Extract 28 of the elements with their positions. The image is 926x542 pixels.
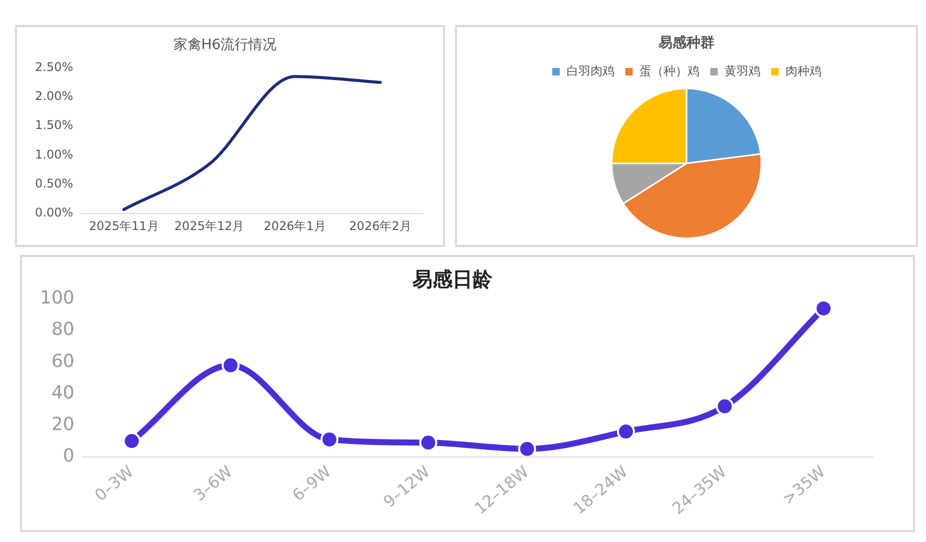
x-tick-label: 2025年12月: [174, 218, 244, 233]
y-tick-label: 1.50%: [34, 118, 74, 132]
legend-label: 蛋（种）鸡: [640, 64, 700, 78]
x-tick-label: 2026年2月: [349, 218, 412, 233]
y-tick-label: 100: [40, 288, 74, 309]
y-tick-label: 1.00%: [34, 147, 74, 162]
chart-title: 易感日龄: [412, 267, 494, 292]
y-tick-label: 80: [51, 319, 74, 340]
y-tick-label: 20: [51, 414, 74, 435]
y-tick-label: 60: [51, 350, 74, 372]
point: [222, 356, 240, 374]
y-tick-label: 2.00%: [34, 89, 74, 104]
y-tick-label: 40: [51, 382, 74, 404]
y-tick-label: 2.50%: [34, 60, 74, 74]
x-tick-label: 2025年11月: [88, 218, 159, 233]
point: [518, 440, 536, 457]
legend-label: 白羽肉鸡: [566, 64, 614, 78]
line-series: [122, 75, 382, 212]
y-tick-label: 0.50%: [34, 176, 74, 191]
legend-label: 肉种鸡: [786, 64, 822, 78]
point: [419, 434, 438, 452]
point: [716, 397, 734, 416]
chart-title: 家禽H6流行情况: [173, 37, 277, 54]
chart-title: 易感种群: [658, 35, 714, 52]
legend-label: 黄羽鸡: [724, 64, 760, 78]
y-tick-label: 0.00%: [34, 206, 74, 220]
y-tick-label: 0: [62, 445, 74, 466]
x-tick-label: 2026年1月: [264, 218, 326, 233]
